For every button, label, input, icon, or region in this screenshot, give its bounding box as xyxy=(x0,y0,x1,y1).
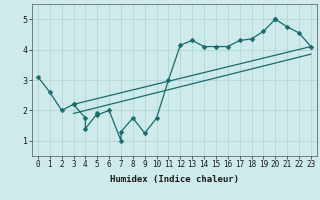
X-axis label: Humidex (Indice chaleur): Humidex (Indice chaleur) xyxy=(110,175,239,184)
